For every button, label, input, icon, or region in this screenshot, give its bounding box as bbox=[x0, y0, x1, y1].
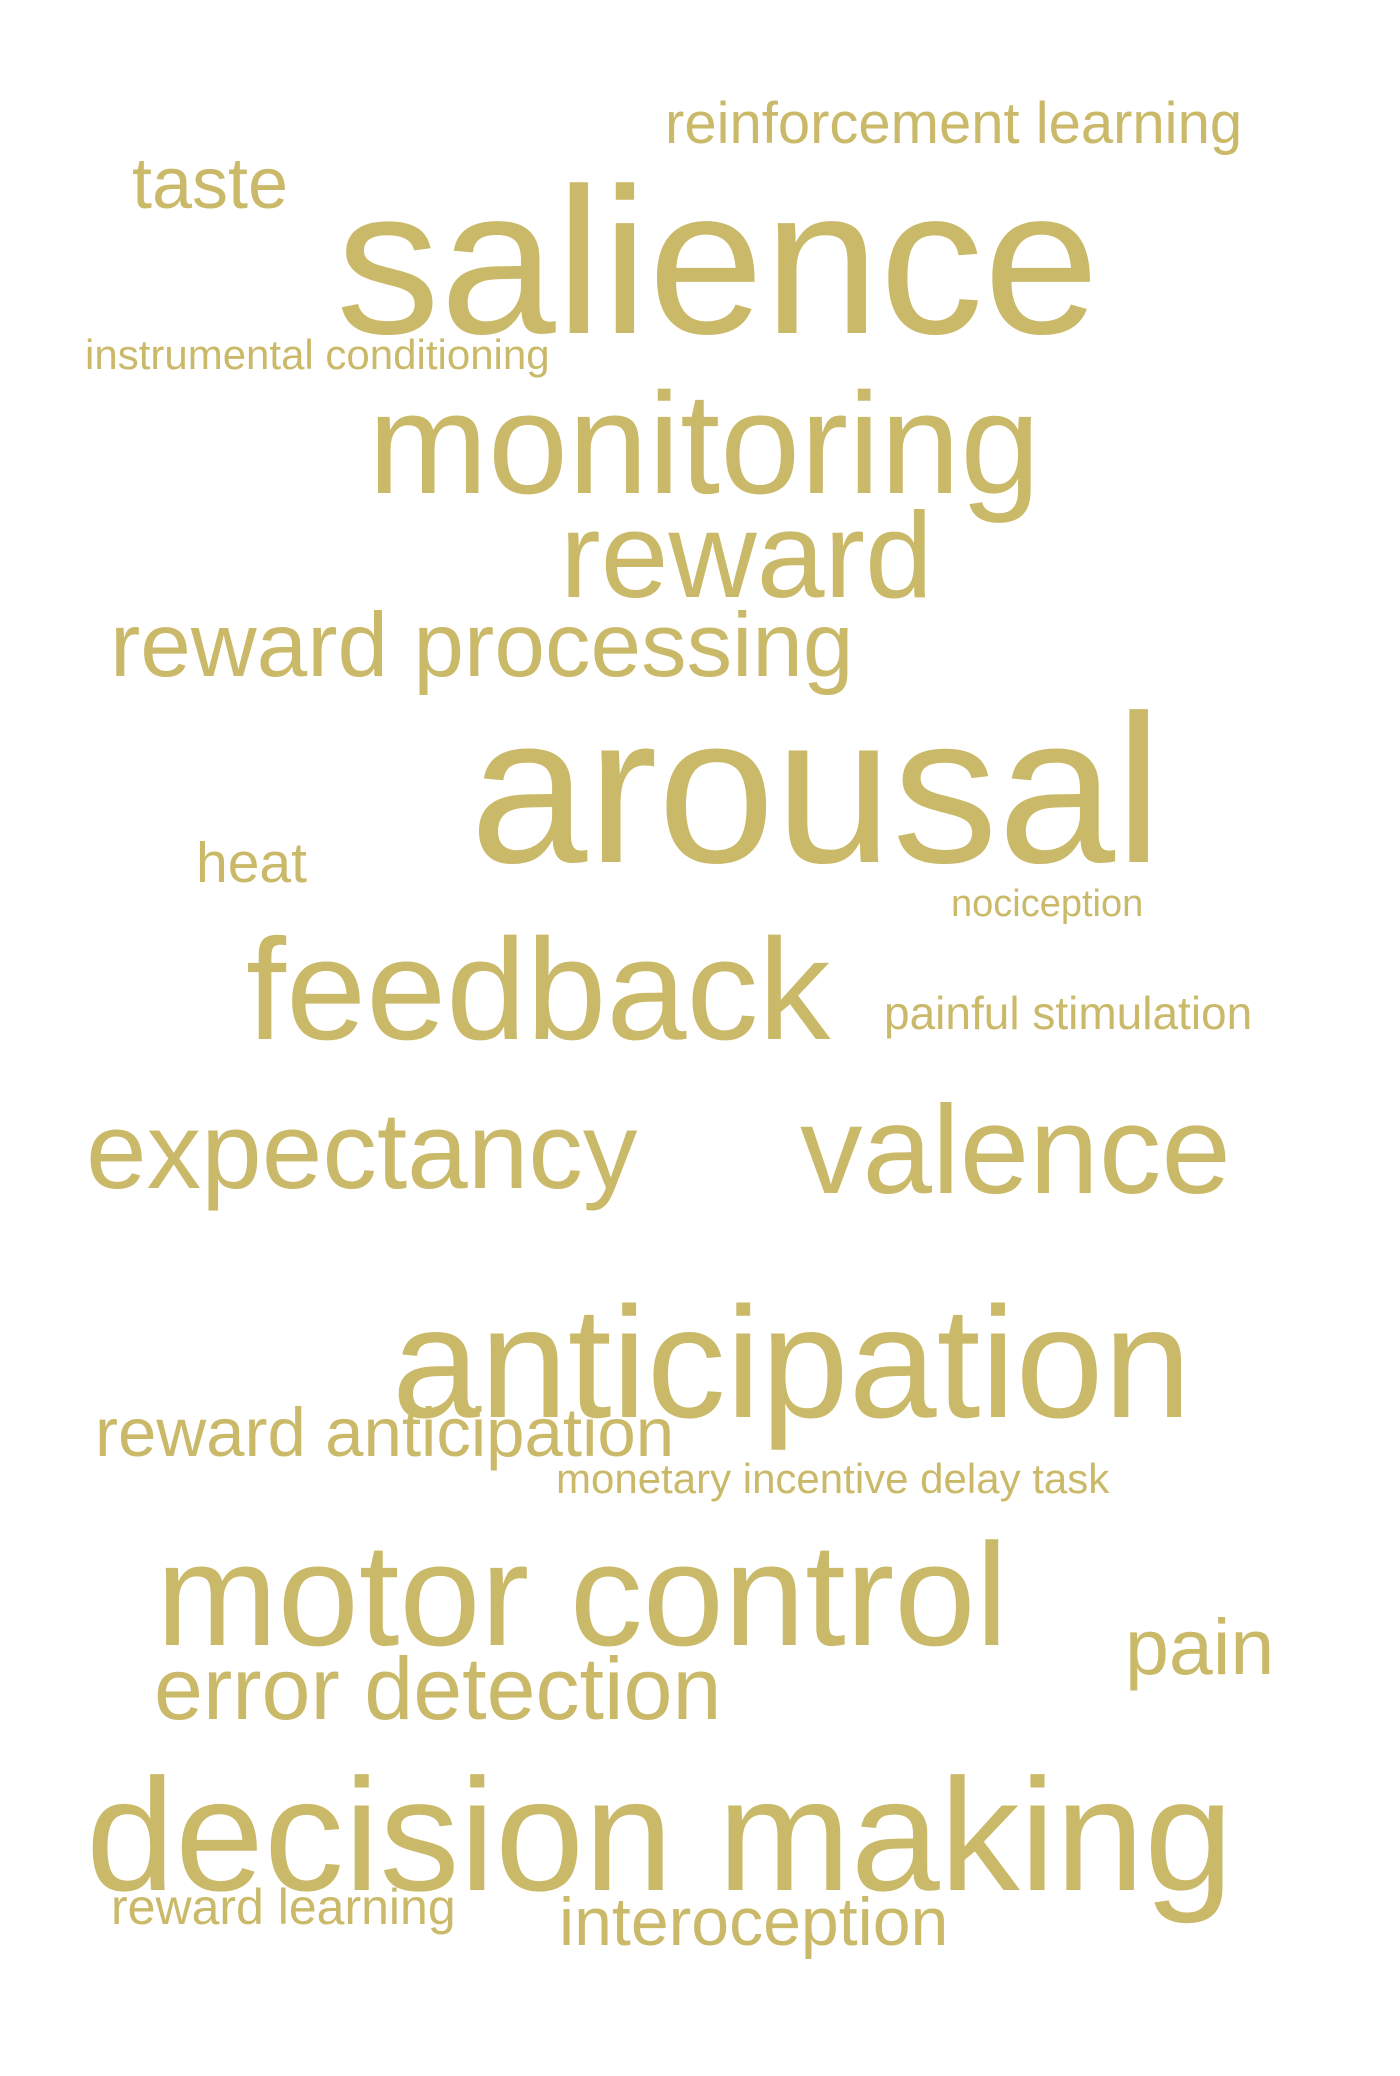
word-taste: taste bbox=[132, 144, 289, 224]
word-arousal: arousal bbox=[470, 671, 1163, 907]
word-reward-learning: reward learning bbox=[111, 1879, 456, 1935]
word-reward-processing: reward processing bbox=[110, 595, 854, 696]
word-anticipation: anticipation bbox=[392, 1275, 1192, 1451]
word-decision-making: decision making bbox=[86, 1745, 1234, 1924]
word-valence: valence bbox=[800, 1081, 1231, 1220]
word-instrumental-conditioning: instrumental conditioning bbox=[85, 331, 550, 378]
word-painful-stimulation: painful stimulation bbox=[884, 987, 1253, 1039]
word-monetary-incentive-delay-task: monetary incentive delay task bbox=[556, 1455, 1110, 1502]
word-salience: salience bbox=[336, 146, 1100, 378]
word-expectancy: expectancy bbox=[86, 1090, 638, 1212]
word-feedback: feedback bbox=[246, 909, 831, 1070]
word-error-detection: error detection bbox=[154, 1639, 722, 1738]
word-motor-control: motor control bbox=[156, 1513, 1008, 1676]
word-heat: heat bbox=[196, 831, 307, 895]
word-reinforcement-learning: reinforcement learning bbox=[665, 91, 1243, 156]
word-pain: pain bbox=[1125, 1602, 1275, 1691]
word-reward: reward bbox=[560, 487, 933, 623]
word-nociception: nociception bbox=[951, 883, 1144, 925]
word-reward-anticipation: reward anticipation bbox=[95, 1394, 675, 1471]
word-interoception: interoception bbox=[559, 1884, 949, 1960]
word-monitoring: monitoring bbox=[368, 363, 1041, 524]
